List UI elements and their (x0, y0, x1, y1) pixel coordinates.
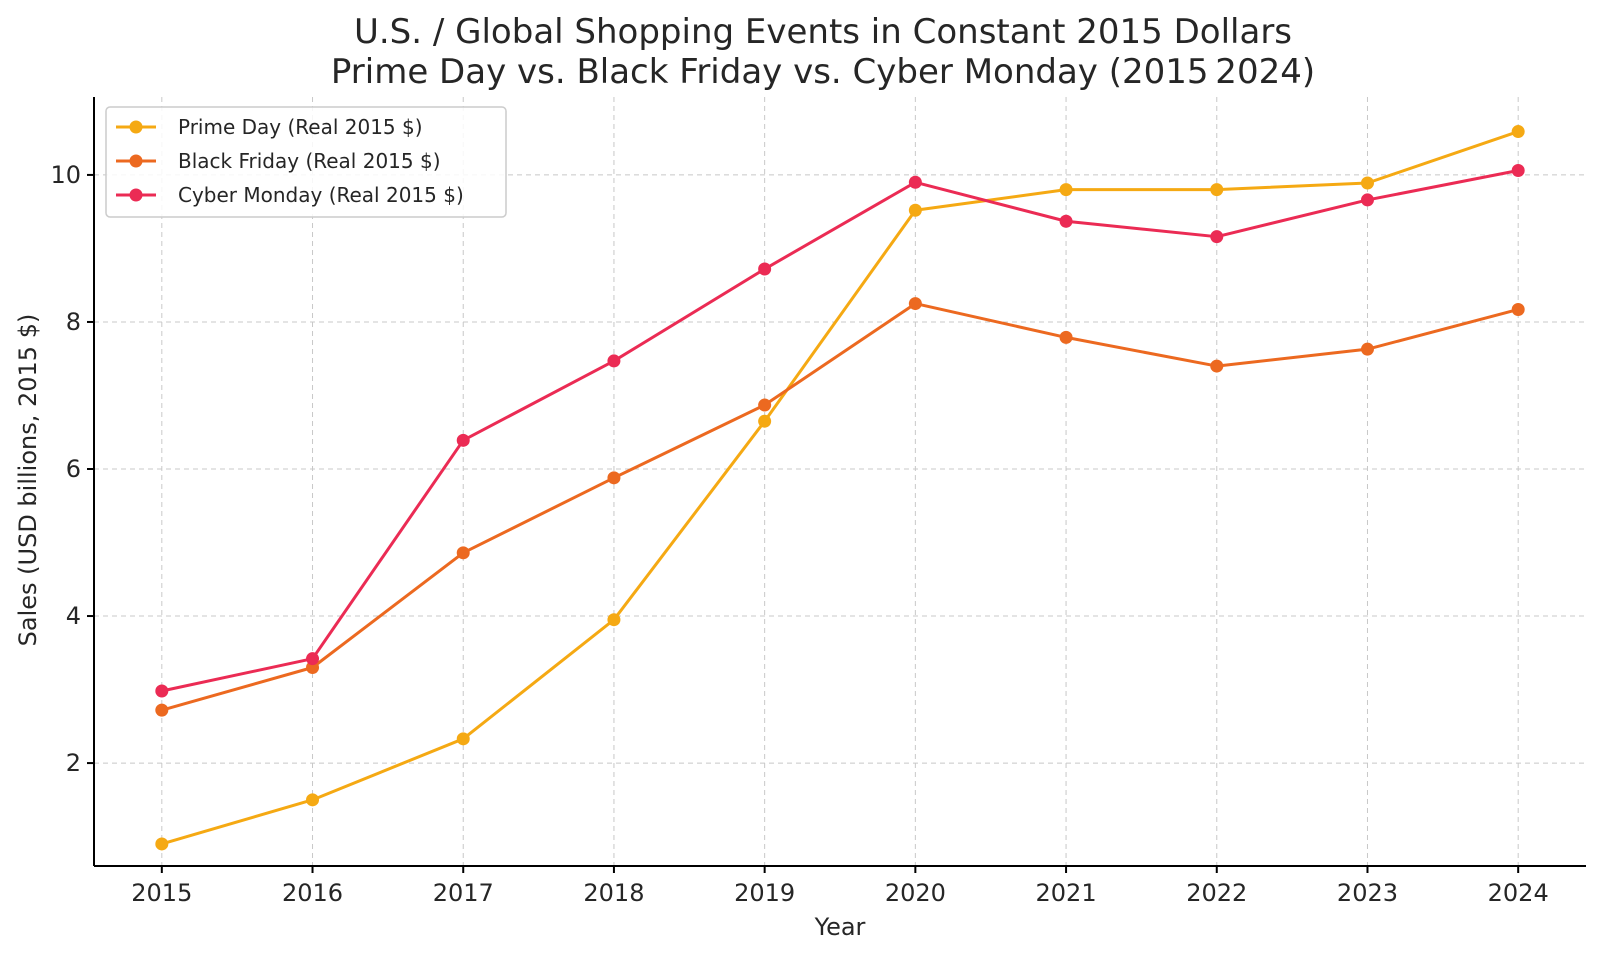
x-tick-label: 2023 (1337, 879, 1398, 907)
series-line (161, 130, 1519, 846)
x-tick-label: 2021 (1036, 879, 1097, 907)
data-point (1511, 302, 1525, 316)
chart-title-line2: Prime Day vs. Black Friday vs. Cyber Mon… (331, 52, 1315, 92)
x-tick-label: 2018 (583, 879, 644, 907)
data-point (607, 613, 621, 627)
data-point (1210, 359, 1224, 373)
data-point (306, 652, 320, 666)
y-tick-label: 6 (66, 455, 81, 483)
data-point (1059, 330, 1073, 344)
legend: Prime Day (Real 2015 $) Black Friday (Rea… (105, 106, 507, 218)
series-2 (155, 297, 1525, 717)
data-point (1511, 164, 1525, 178)
data-point (607, 354, 621, 368)
grid (94, 97, 1586, 866)
series-3 (155, 164, 1525, 698)
x-tick-label: 2019 (734, 879, 795, 907)
data-point (1360, 193, 1374, 207)
axes (93, 97, 1586, 867)
chart-title-line1: U.S. / Global Shopping Events in Constan… (354, 12, 1292, 52)
data-point (908, 175, 922, 189)
data-point (1360, 342, 1374, 356)
y-tick-label: 10 (50, 161, 81, 189)
legend-label: Cyber Monday (Real 2015 $) (178, 183, 464, 207)
legend-swatch-marker (129, 188, 143, 202)
data-point (1360, 176, 1374, 190)
y-axis-label: Sales (USD billions, 2015 $) (14, 314, 42, 647)
x-tick-label: 2020 (885, 879, 946, 907)
data-point (758, 398, 772, 412)
data-point (1511, 125, 1525, 139)
legend-box (105, 106, 507, 218)
x-axis-label: Year (814, 913, 866, 941)
series-group (155, 125, 1525, 851)
y-tick-label: 2 (66, 749, 81, 777)
data-point (908, 203, 922, 217)
data-point (155, 684, 169, 698)
x-tick-label: 2017 (433, 879, 494, 907)
x-tick-label: 2022 (1186, 879, 1247, 907)
data-point (758, 414, 772, 428)
data-point (908, 297, 922, 311)
legend-item: Black Friday (Real 2015 $) (116, 149, 441, 173)
data-point (1059, 183, 1073, 197)
data-point (306, 793, 320, 807)
legend-swatch-marker (129, 120, 143, 134)
x-tick-label: 2015 (131, 879, 192, 907)
data-point (1059, 214, 1073, 228)
x-tick-label: 2016 (282, 879, 343, 907)
legend-item: Prime Day (Real 2015 $) (116, 115, 423, 139)
legend-swatch-marker (129, 154, 143, 168)
data-point (155, 837, 169, 851)
legend-label: Black Friday (Real 2015 $) (178, 149, 441, 173)
y-tick-label: 8 (66, 308, 81, 336)
data-point (607, 471, 621, 485)
series-1 (155, 125, 1525, 851)
data-point (456, 433, 470, 447)
y-axis-ticks: 2 4 6 8 10 (50, 161, 94, 777)
y-tick-label: 4 (66, 602, 81, 630)
data-point (155, 703, 169, 717)
legend-label: Prime Day (Real 2015 $) (178, 115, 423, 139)
data-point (1210, 230, 1224, 244)
data-point (456, 732, 470, 746)
series-line (161, 302, 1519, 712)
series-line (161, 169, 1519, 693)
legend-item: Cyber Monday (Real 2015 $) (116, 183, 464, 207)
data-point (456, 546, 470, 560)
x-axis-ticks: 2015 2016 2017 2018 2019 2020 2021 2022 2023 2024 (131, 866, 1549, 907)
data-point (1210, 183, 1224, 197)
data-point (758, 262, 772, 276)
x-tick-label: 2024 (1488, 879, 1549, 907)
